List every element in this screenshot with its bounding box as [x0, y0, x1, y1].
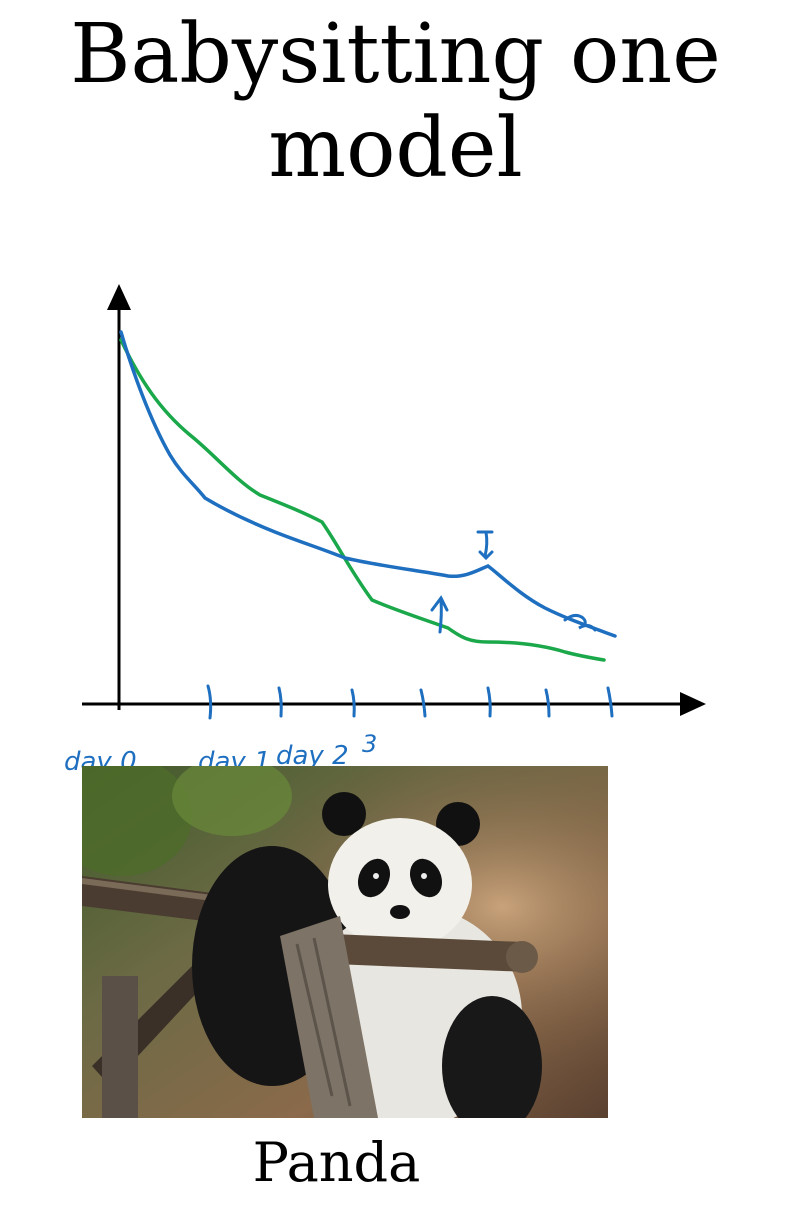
x-label-3: 3 [362, 730, 377, 758]
down-arrow-marker [476, 530, 494, 561]
slide-title: Babysitting one model [0, 8, 791, 196]
x-tick [277, 686, 283, 718]
axes [82, 284, 706, 716]
photo-caption: Panda [252, 1131, 421, 1194]
panda-photo [82, 766, 608, 1118]
training-curve-sketch: day 0 day 1 day 2 3 [64, 284, 706, 777]
log-end [506, 941, 538, 973]
x-tick [206, 684, 213, 720]
panda-eye-right [421, 873, 427, 879]
post-left [102, 976, 138, 1118]
x-axis-arrowhead [680, 692, 706, 716]
panda-eye-left [373, 873, 379, 879]
blue-loss-curve [119, 330, 617, 638]
blue-scribble [563, 613, 597, 632]
x-tick [486, 686, 492, 718]
panda-ear-left [322, 792, 366, 836]
panda-nose [390, 905, 410, 919]
post-center [280, 916, 378, 1118]
slide-title-line-2: model [268, 101, 523, 196]
panda-illustration [82, 766, 608, 1118]
panda-leg [442, 996, 542, 1118]
x-tick [419, 688, 427, 718]
foliage [82, 766, 192, 876]
slide-title-line-1: Babysitting one [70, 7, 721, 102]
x-tick [606, 686, 614, 718]
green-loss-curve [119, 338, 606, 662]
curve-markers [430, 530, 494, 634]
y-axis-arrowhead [107, 284, 131, 310]
up-arrow-marker [430, 595, 449, 634]
x-tick [350, 688, 356, 718]
foliage [172, 766, 292, 836]
panda-head [328, 818, 472, 950]
x-tick [544, 688, 551, 718]
x-ticks [206, 684, 614, 720]
log-under-chin [332, 934, 528, 972]
post-center-grain [295, 937, 352, 1107]
